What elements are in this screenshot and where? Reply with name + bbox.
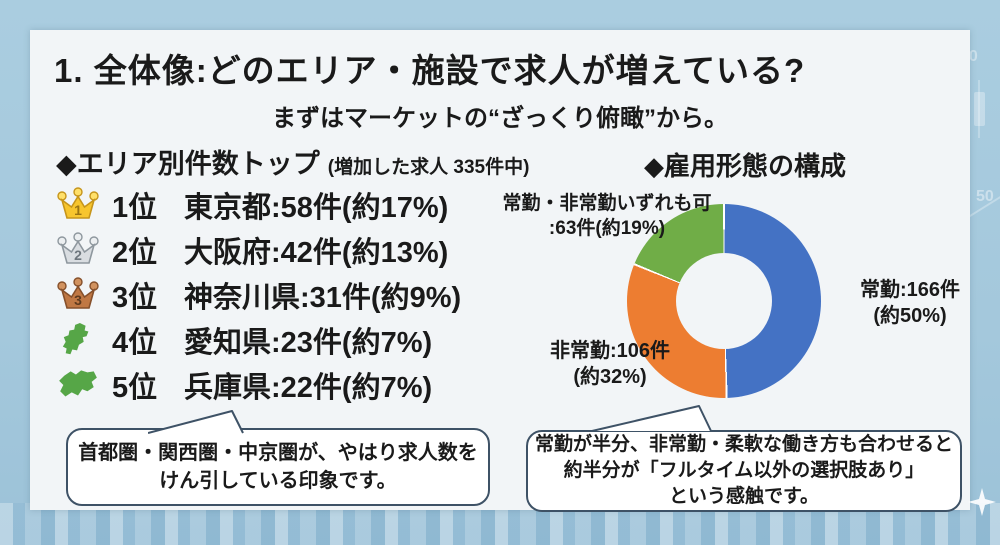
page-title: 1. 全体像:どのエリア・施設で求人が増えている? xyxy=(54,52,806,89)
page-subtitle: まずはマーケットの“ざっくり俯瞰”から。 xyxy=(272,105,728,132)
chart-label-both-ok: 常勤・非常勤いずれも可 :63件(約19%) xyxy=(502,193,712,239)
svg-text:2: 2 xyxy=(74,247,82,263)
area-ranking-list: 1 1位 東京都:58件(約17%) 2 2位 大阪府:42件(約13%) xyxy=(56,182,461,407)
hyogo-map-icon xyxy=(56,366,102,404)
aichi-map-icon xyxy=(56,321,102,359)
rank-value: 大阪府:42件(約13%) xyxy=(184,236,449,269)
rank-value: 愛知県:23件(約7%) xyxy=(184,326,433,359)
ranking-row-3: 3 3位 神奈川県:31件(約9%) xyxy=(56,272,461,317)
area-ranking-heading-text: ◆エリア別件数トップ xyxy=(56,149,320,179)
area-callout-bubble: 首都圏・関西圏・中京圏が、やはり求人数を けん引している印象です。 xyxy=(66,428,490,506)
area-ranking-heading: ◆エリア別件数トップ (増加した求人 335件中) xyxy=(56,142,529,181)
employment-chart-title: ◆雇用形態の構成 xyxy=(644,151,846,181)
svg-text:1: 1 xyxy=(74,202,82,218)
chart-label-fulltime: 常勤:166件 (約50%) xyxy=(859,279,961,327)
ranking-row-5: 5位 兵庫県:22件(約7%) xyxy=(56,362,461,407)
rank-value: 東京都:58件(約17%) xyxy=(184,191,449,224)
crown-bronze-icon: 3 xyxy=(56,276,102,314)
background-candlestick-texture xyxy=(974,80,985,138)
ranking-row-4: 4位 愛知県:23件(約7%) xyxy=(56,317,461,362)
rank-value: 兵庫県:22件(約7%) xyxy=(184,371,433,404)
chart-label-parttime: 非常勤:106件 (約32%) xyxy=(549,340,671,388)
area-ranking-heading-note: (増加した求人 335件中) xyxy=(327,157,530,178)
rank-number: 2位 xyxy=(112,236,158,269)
svg-text:3: 3 xyxy=(74,292,82,308)
rank-number: 3位 xyxy=(112,281,158,314)
employment-callout-tail xyxy=(591,405,712,432)
main-panel: 1. 全体像:どのエリア・施設で求人が増えている? まずはマーケットの“ざっくり… xyxy=(30,30,970,512)
crown-silver-icon: 2 xyxy=(56,231,102,269)
rank-number: 4位 xyxy=(112,326,158,359)
area-callout-tail xyxy=(148,410,244,434)
crown-gold-icon: 1 xyxy=(56,186,102,224)
employment-callout-bubble: 常勤が半分、非常勤・柔軟な働き方も合わせると 約半分が「フルタイム以外の選択肢あ… xyxy=(526,430,962,512)
ranking-row-1: 1 1位 東京都:58件(約17%) xyxy=(56,182,461,227)
background-axis-number: 50 xyxy=(976,188,994,205)
rank-number: 1位 xyxy=(112,191,158,224)
donut-chart-hole xyxy=(676,253,772,349)
rank-number: 5位 xyxy=(112,371,158,404)
ranking-row-2: 2 2位 大阪府:42件(約13%) xyxy=(56,227,461,272)
sparkle-icon xyxy=(968,488,996,516)
rank-value: 神奈川県:31件(約9%) xyxy=(184,281,462,314)
